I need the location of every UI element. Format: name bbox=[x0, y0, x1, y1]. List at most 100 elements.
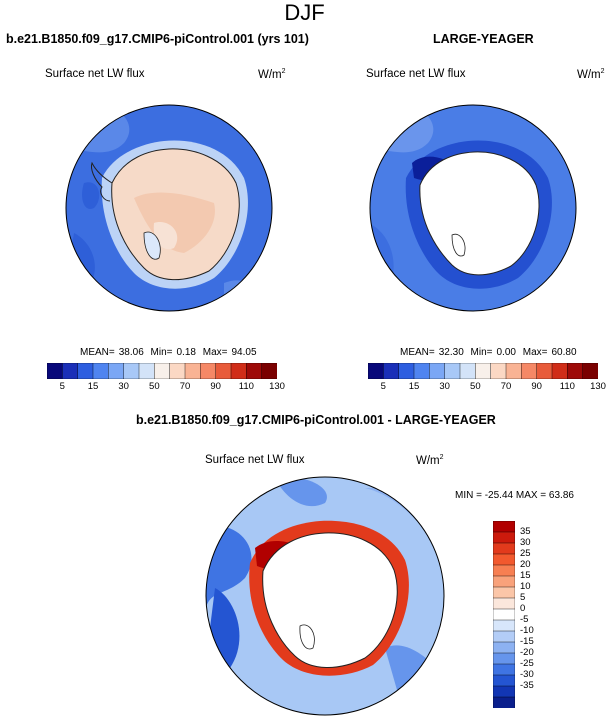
colorbar-swatch bbox=[492, 553, 516, 566]
colorbar-swatch bbox=[492, 586, 516, 599]
left-colorbar bbox=[46, 362, 278, 380]
colorbar-swatch bbox=[383, 362, 400, 380]
colorbar-tick-label: 50 bbox=[149, 381, 160, 392]
diff-variable-label: Surface net LW flux bbox=[205, 454, 305, 466]
colorbar-swatch bbox=[505, 362, 522, 380]
colorbar-swatch bbox=[492, 674, 516, 687]
colorbar-swatch bbox=[123, 362, 140, 380]
right-colorbar-swatches bbox=[367, 362, 599, 380]
colorbar-swatch bbox=[475, 362, 492, 380]
colorbar-tick-label: -30 bbox=[520, 669, 534, 680]
colorbar-swatch bbox=[492, 619, 516, 632]
colorbar-swatch bbox=[490, 362, 507, 380]
left-panel-title: b.e21.B1850.f09_g17.CMIP6-piControl.001 … bbox=[6, 32, 309, 46]
colorbar-swatch bbox=[492, 531, 516, 544]
colorbar-tick-label: 130 bbox=[590, 381, 606, 392]
diff-colorbar-swatches bbox=[492, 520, 516, 709]
colorbar-tick-label: 10 bbox=[520, 581, 531, 592]
colorbar-swatch bbox=[230, 362, 247, 380]
colorbar-swatch bbox=[444, 362, 461, 380]
colorbar-swatch bbox=[492, 652, 516, 665]
colorbar-tick-label: -35 bbox=[520, 680, 534, 691]
colorbar-tick-label: -25 bbox=[520, 658, 534, 669]
colorbar-tick-label: 15 bbox=[408, 381, 420, 392]
colorbar-swatch bbox=[138, 362, 155, 380]
colorbar-swatch bbox=[184, 362, 201, 380]
diff-polar-map bbox=[205, 476, 445, 716]
colorbar-swatch bbox=[429, 362, 446, 380]
colorbar-swatch bbox=[108, 362, 125, 380]
colorbar-swatch bbox=[77, 362, 94, 380]
colorbar-swatch bbox=[551, 362, 568, 380]
diff-units-label: W/m2 bbox=[416, 454, 444, 467]
colorbar-swatch bbox=[492, 630, 516, 643]
colorbar-swatch bbox=[92, 362, 109, 380]
colorbar-swatch bbox=[492, 685, 516, 698]
diff-panel-title: b.e21.B1850.f09_g17.CMIP6-piControl.001 … bbox=[136, 413, 496, 427]
colorbar-swatch bbox=[367, 362, 384, 380]
right-variable-label: Surface net LW flux bbox=[366, 68, 466, 80]
right-polar-map bbox=[369, 104, 577, 312]
left-variable-label: Surface net LW flux bbox=[45, 68, 145, 80]
colorbar-tick-label: 30 bbox=[439, 381, 450, 392]
colorbar-tick-label: 90 bbox=[531, 381, 542, 392]
left-units-label: W/m2 bbox=[258, 68, 286, 81]
diff-stats: MIN = -25.44 MAX = 63.86 bbox=[455, 490, 574, 501]
colorbar-swatch bbox=[169, 362, 186, 380]
colorbar-tick-label: 5 bbox=[380, 381, 386, 392]
colorbar-swatch bbox=[567, 362, 584, 380]
colorbar-swatch bbox=[521, 362, 538, 380]
colorbar-swatch bbox=[492, 663, 516, 676]
colorbar-tick-label: 50 bbox=[470, 381, 481, 392]
colorbar-tick-label: 70 bbox=[500, 381, 512, 392]
colorbar-tick-label: 15 bbox=[87, 381, 99, 392]
colorbar-swatch bbox=[492, 564, 516, 577]
left-colorbar-labels: 5 15 30 50 70 90 110 130 bbox=[47, 381, 285, 395]
colorbar-swatch bbox=[492, 608, 516, 621]
right-stats: MEAN= 32.30 Min= 0.00 Max= 60.80 bbox=[400, 347, 577, 358]
left-polar-map bbox=[65, 104, 273, 312]
left-colorbar-swatches bbox=[46, 362, 278, 380]
colorbar-swatch bbox=[492, 641, 516, 654]
colorbar-swatch bbox=[46, 362, 63, 380]
colorbar-swatch bbox=[62, 362, 79, 380]
colorbar-swatch bbox=[215, 362, 232, 380]
colorbar-swatch bbox=[398, 362, 415, 380]
colorbar-tick-label: 110 bbox=[559, 381, 575, 392]
colorbar-swatch bbox=[492, 696, 516, 709]
colorbar-tick-label: -5 bbox=[520, 614, 529, 625]
colorbar-tick-label: 70 bbox=[179, 381, 191, 392]
colorbar-swatch bbox=[261, 362, 278, 380]
colorbar-tick-label: 90 bbox=[210, 381, 221, 392]
figure-title: DJF bbox=[284, 0, 325, 25]
colorbar-tick-label: 5 bbox=[59, 381, 65, 392]
colorbar-tick-label: 35 bbox=[520, 526, 531, 537]
colorbar-swatch bbox=[492, 542, 516, 555]
colorbar-tick-label: -10 bbox=[520, 625, 534, 636]
diff-colorbar bbox=[492, 520, 516, 709]
colorbar-tick-label: 0 bbox=[520, 603, 526, 614]
colorbar-swatch bbox=[582, 362, 599, 380]
colorbar-tick-label: 20 bbox=[520, 559, 531, 570]
colorbar-swatch bbox=[200, 362, 217, 380]
colorbar-tick-label: 30 bbox=[520, 537, 531, 548]
colorbar-swatch bbox=[536, 362, 553, 380]
colorbar-swatch bbox=[492, 597, 516, 610]
right-colorbar bbox=[367, 362, 599, 380]
right-panel-title: LARGE-YEAGER bbox=[433, 32, 534, 46]
colorbar-swatch bbox=[413, 362, 430, 380]
right-units-label: W/m2 bbox=[577, 68, 605, 81]
colorbar-tick-label: 25 bbox=[520, 548, 531, 559]
colorbar-tick-label: -15 bbox=[520, 636, 534, 647]
colorbar-swatch bbox=[246, 362, 263, 380]
colorbar-tick-label: -20 bbox=[520, 647, 534, 658]
colorbar-tick-label: 30 bbox=[118, 381, 129, 392]
left-stats: MEAN= 38.06 Min= 0.18 Max= 94.05 bbox=[80, 347, 257, 358]
colorbar-tick-label: 110 bbox=[238, 381, 254, 392]
colorbar-tick-label: 130 bbox=[269, 381, 285, 392]
colorbar-swatch bbox=[492, 575, 516, 588]
colorbar-swatch bbox=[154, 362, 171, 380]
colorbar-tick-label: 15 bbox=[520, 570, 531, 581]
diff-colorbar-labels: 35 30 25 20 15 10 5 0 -5 -10 -15 -20 -25 -30 -35 bbox=[520, 521, 560, 716]
